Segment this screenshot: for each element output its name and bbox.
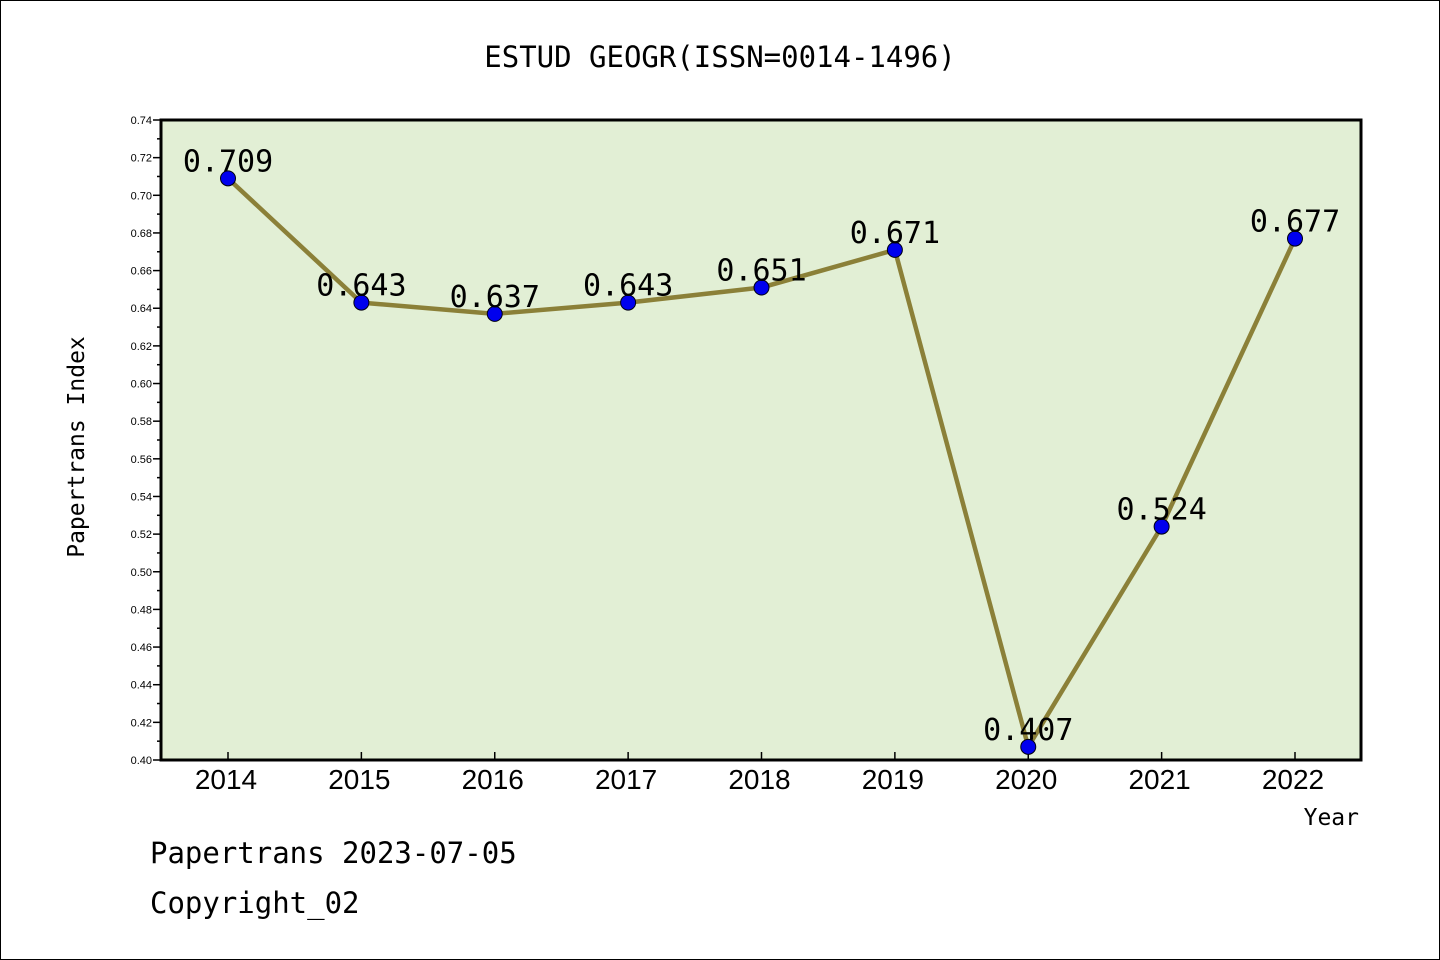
series-layer: 0.709 0.643 0.637 0.643 0.651 0.671 0.407 0.524… [183, 144, 1340, 755]
x-tick-label: 2020 [995, 764, 1057, 795]
x-tick-label: 2019 [862, 764, 924, 795]
data-label: 0.643 [316, 269, 406, 304]
data-label: 0.407 [983, 713, 1073, 748]
data-label: 0.709 [183, 144, 273, 179]
data-point [220, 170, 236, 187]
y-tick-label: 0.54 [131, 491, 152, 503]
data-label: 0.524 [1116, 493, 1206, 528]
y-tick-label: 0.42 [131, 717, 152, 729]
chart-title: ESTUD GEOGR(ISSN=0014-1496) [484, 40, 955, 74]
data-point [486, 305, 503, 322]
y-tick-label: 0.44 [131, 680, 152, 692]
y-tick-label: 0.70 [131, 190, 152, 202]
y-axis: 0.40 0.42 0.44 0.46 0.48 0.50 0.52 0.54 0.56 0.58… [131, 115, 161, 767]
data-point [1287, 230, 1303, 247]
y-tick-label: 0.40 [131, 755, 152, 767]
y-tick-label: 0.62 [131, 341, 152, 353]
data-point [753, 279, 770, 296]
y-tick-label: 0.74 [131, 115, 152, 127]
data-point [1153, 518, 1170, 535]
y-tick-label: 0.64 [131, 303, 152, 315]
y-tick-label: 0.66 [131, 266, 152, 278]
x-axis: 2014 2015 2016 2017 2018 2019 2020 2021 2022 [195, 752, 1324, 795]
y-tick-label: 0.56 [131, 454, 152, 466]
y-tick-label: 0.46 [131, 642, 152, 654]
x-tick-label: 2018 [728, 764, 790, 795]
y-tick-label: 0.60 [131, 379, 152, 391]
y-tick-label: 0.58 [131, 416, 152, 428]
y-axis-label: Papertrans Index [64, 336, 90, 558]
data-point [620, 294, 637, 311]
data-point [1020, 738, 1037, 755]
y-tick-label: 0.50 [131, 567, 152, 579]
data-label: 0.637 [450, 280, 540, 315]
plot-area [159, 118, 1363, 762]
x-tick-label: 2014 [195, 764, 257, 795]
data-point [353, 294, 370, 311]
y-tick-label: 0.52 [131, 529, 152, 541]
x-tick-label: 2021 [1128, 764, 1190, 795]
data-point [886, 241, 903, 258]
x-tick-label: 2022 [1262, 764, 1324, 795]
data-label: 0.643 [583, 269, 673, 304]
data-label: 0.651 [716, 254, 806, 289]
footer-date: Papertrans 2023-07-05 [150, 836, 517, 870]
x-tick-label: 2015 [328, 764, 390, 795]
footer-copyright: Copyright_02 [150, 886, 360, 920]
data-label: 0.671 [850, 216, 940, 251]
x-tick-label: 2016 [462, 764, 524, 795]
data-label: 0.677 [1250, 205, 1340, 240]
y-tick-label: 0.68 [131, 228, 152, 240]
y-tick-label: 0.72 [131, 153, 152, 165]
y-tick-label: 0.48 [131, 604, 152, 616]
x-axis-label: Year [1304, 805, 1359, 831]
x-tick-label: 2017 [595, 764, 657, 795]
